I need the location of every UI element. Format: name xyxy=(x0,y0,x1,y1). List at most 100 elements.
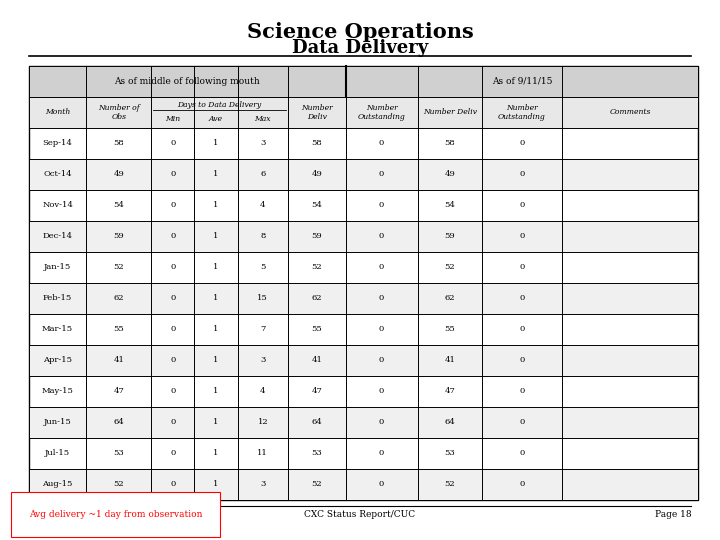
Text: 55: 55 xyxy=(312,325,322,333)
Text: Page 18: Page 18 xyxy=(654,510,691,519)
Text: 47: 47 xyxy=(311,387,323,395)
Text: Nov-14: Nov-14 xyxy=(42,201,73,210)
Text: 64: 64 xyxy=(114,418,124,426)
Text: 15: 15 xyxy=(258,294,268,302)
Text: 1: 1 xyxy=(213,449,219,457)
FancyArrowPatch shape xyxy=(156,499,213,512)
Text: 64: 64 xyxy=(445,418,455,426)
Text: 0: 0 xyxy=(379,201,384,210)
Text: 54: 54 xyxy=(113,201,125,210)
Text: 0: 0 xyxy=(379,263,384,271)
Text: 8: 8 xyxy=(260,232,266,240)
Text: 4: 4 xyxy=(260,387,266,395)
Text: 1: 1 xyxy=(213,325,219,333)
Text: 52: 52 xyxy=(114,263,124,271)
Text: 1: 1 xyxy=(213,387,219,395)
Text: 0: 0 xyxy=(170,201,176,210)
Text: Days to Data Delivery: Days to Data Delivery xyxy=(178,100,261,109)
Text: 0: 0 xyxy=(379,418,384,426)
Text: 1: 1 xyxy=(213,356,219,364)
Text: 0: 0 xyxy=(519,418,525,426)
Text: 0: 0 xyxy=(170,480,176,488)
Text: 58: 58 xyxy=(312,139,322,147)
Text: 55: 55 xyxy=(114,325,124,333)
Text: 1: 1 xyxy=(213,294,219,302)
Text: 0: 0 xyxy=(519,139,525,147)
Text: Avg delivery ~1 day from observation: Avg delivery ~1 day from observation xyxy=(29,510,202,519)
Text: May-15: May-15 xyxy=(42,387,73,395)
Text: Month: Month xyxy=(45,109,71,116)
Text: 1: 1 xyxy=(213,201,219,210)
Text: 59: 59 xyxy=(445,232,455,240)
Text: 41: 41 xyxy=(311,356,323,364)
Text: Jun-15: Jun-15 xyxy=(44,418,71,426)
Text: 0: 0 xyxy=(379,356,384,364)
Text: 41: 41 xyxy=(444,356,456,364)
Text: 0: 0 xyxy=(519,356,525,364)
Text: 53: 53 xyxy=(312,449,322,457)
Text: 0: 0 xyxy=(170,170,176,178)
Text: Apr-15: Apr-15 xyxy=(43,356,72,364)
Text: Aug-15: Aug-15 xyxy=(42,480,73,488)
Text: 47: 47 xyxy=(113,387,125,395)
Text: 0: 0 xyxy=(170,418,176,426)
Text: 0: 0 xyxy=(379,387,384,395)
Text: 52: 52 xyxy=(312,263,322,271)
Text: 49: 49 xyxy=(311,170,323,178)
Text: Min: Min xyxy=(165,115,181,123)
Text: 1: 1 xyxy=(213,418,219,426)
Text: Mar-15: Mar-15 xyxy=(42,325,73,333)
Text: 0: 0 xyxy=(519,201,525,210)
Text: 54: 54 xyxy=(444,201,456,210)
Text: 49: 49 xyxy=(113,170,125,178)
Text: 53: 53 xyxy=(445,449,455,457)
Text: 4: 4 xyxy=(260,201,266,210)
Text: Feb-15: Feb-15 xyxy=(43,294,72,302)
Text: 62: 62 xyxy=(312,294,322,302)
Text: 58: 58 xyxy=(445,139,455,147)
Text: 3: 3 xyxy=(260,356,266,364)
Text: 11: 11 xyxy=(258,449,268,457)
Text: 0: 0 xyxy=(519,263,525,271)
Text: 0: 0 xyxy=(519,170,525,178)
Text: 6: 6 xyxy=(260,170,266,178)
Text: 53: 53 xyxy=(114,449,124,457)
Text: 3: 3 xyxy=(260,139,266,147)
Text: 1: 1 xyxy=(213,232,219,240)
Text: 0: 0 xyxy=(170,263,176,271)
Text: Number
Deliv: Number Deliv xyxy=(301,104,333,121)
Text: Number of
Obs: Number of Obs xyxy=(98,104,140,121)
Text: 52: 52 xyxy=(114,480,124,488)
Text: 64: 64 xyxy=(312,418,322,426)
Text: 41: 41 xyxy=(113,356,125,364)
Text: 3: 3 xyxy=(260,480,266,488)
Text: 52: 52 xyxy=(312,480,322,488)
Text: 0: 0 xyxy=(170,232,176,240)
Text: 58: 58 xyxy=(114,139,124,147)
Text: 5: 5 xyxy=(260,263,266,271)
Text: 0: 0 xyxy=(519,449,525,457)
Text: 0: 0 xyxy=(170,449,176,457)
Text: 0: 0 xyxy=(379,139,384,147)
Text: 0: 0 xyxy=(519,232,525,240)
Text: 1: 1 xyxy=(213,139,219,147)
Text: Data Delivery: Data Delivery xyxy=(292,39,428,57)
Text: Number
Outstanding: Number Outstanding xyxy=(498,104,546,121)
Text: Number Deliv: Number Deliv xyxy=(423,109,477,116)
Text: 12: 12 xyxy=(258,418,268,426)
Text: Science Operations: Science Operations xyxy=(247,22,473,42)
Text: 55: 55 xyxy=(445,325,455,333)
Text: Oct-14: Oct-14 xyxy=(43,170,72,178)
Text: 0: 0 xyxy=(379,480,384,488)
Text: Max: Max xyxy=(255,115,271,123)
Text: Comments: Comments xyxy=(609,109,651,116)
Text: Number
Outstanding: Number Outstanding xyxy=(358,104,405,121)
Text: 59: 59 xyxy=(114,232,124,240)
Text: 0: 0 xyxy=(170,294,176,302)
Text: CXC Status Report/CUC: CXC Status Report/CUC xyxy=(305,510,415,519)
Text: 1: 1 xyxy=(213,480,219,488)
Text: 52: 52 xyxy=(445,480,455,488)
Text: 0: 0 xyxy=(170,387,176,395)
Text: 0: 0 xyxy=(379,294,384,302)
Text: Jan-15: Jan-15 xyxy=(44,263,71,271)
